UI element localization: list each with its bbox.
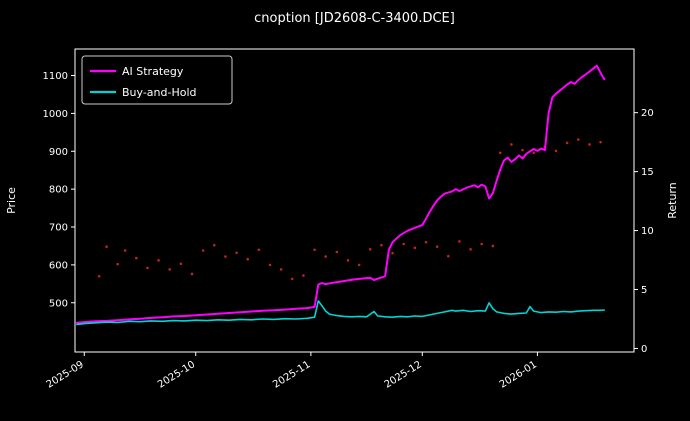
scatter-point: [257, 248, 261, 252]
scatter-point: [435, 245, 439, 249]
legend-label: AI Strategy: [122, 65, 184, 78]
scatter-point: [413, 246, 417, 250]
y-tick-label-right: 0: [641, 344, 647, 355]
scatter-point: [146, 266, 149, 270]
scatter-point: [565, 141, 569, 145]
y-tick-label-left: 600: [49, 260, 68, 271]
scatter-point: [179, 262, 183, 266]
scatter-point: [290, 277, 294, 281]
scatter-point: [469, 248, 472, 251]
scatter-point: [599, 140, 602, 144]
scatter-point: [357, 263, 361, 267]
y-tick-label-right: 10: [641, 226, 654, 237]
y-tick-label-right: 15: [641, 167, 654, 178]
scatter-point: [576, 138, 580, 141]
scatter-point: [201, 249, 205, 252]
scatter-point: [224, 255, 227, 258]
scatter-point: [268, 263, 272, 267]
y-tick-label-left: 1000: [43, 109, 68, 120]
scatter-point: [480, 242, 484, 246]
scatter-point: [335, 250, 339, 254]
chart-title: cnoption [JD2608-C-3400.DCE]: [254, 11, 455, 26]
legend-label: Buy-and-Hold: [122, 86, 197, 99]
y-tick-label-right: 5: [641, 285, 647, 296]
y-axis-label-left: Price: [5, 187, 18, 214]
scatter-point: [235, 251, 238, 255]
scatter-point: [190, 272, 194, 276]
scatter-point: [380, 243, 383, 247]
y-tick-label-left: 1100: [43, 71, 68, 82]
scatter-point: [498, 151, 502, 155]
y-tick-label-left: 900: [49, 147, 68, 158]
scatter-point: [246, 257, 250, 261]
scatter-point: [313, 248, 316, 252]
scatter-point: [97, 274, 101, 278]
scatter-point: [554, 149, 558, 153]
y-tick-label-right: 20: [641, 108, 654, 119]
scatter-point: [212, 243, 216, 247]
scatter-point: [123, 249, 127, 252]
scatter-point: [491, 244, 495, 248]
scatter-point: [458, 240, 461, 243]
y-tick-label-left: 700: [49, 223, 68, 234]
scatter-point: [368, 248, 372, 251]
scatter-point: [510, 143, 513, 146]
scatter-point: [324, 255, 328, 258]
scatter-point: [279, 268, 283, 271]
y-tick-label-left: 500: [49, 298, 68, 309]
scatter-point: [168, 268, 172, 271]
scatter-point: [402, 242, 406, 246]
scatter-point: [157, 259, 160, 262]
scatter-point: [116, 262, 120, 266]
scatter-point: [134, 256, 138, 260]
scatter-point: [446, 254, 450, 258]
scatter-point: [532, 151, 536, 155]
series-line-buy-and-hold: [76, 300, 606, 326]
scatter-point: [424, 240, 428, 244]
scatter-point: [302, 274, 305, 277]
y-tick-label-left: 800: [49, 185, 68, 196]
scatter-point: [105, 245, 108, 249]
y-axis-label-right: Return: [666, 182, 679, 219]
series-line-ai-strategy: [75, 64, 606, 324]
scatter-point: [588, 143, 591, 146]
scatter-price-dots: [97, 138, 602, 281]
legend-box: [81, 55, 233, 105]
scatter-point: [391, 251, 394, 255]
plot-border: [74, 48, 635, 353]
scatter-point: [346, 259, 350, 262]
scatter-point: [521, 148, 524, 152]
